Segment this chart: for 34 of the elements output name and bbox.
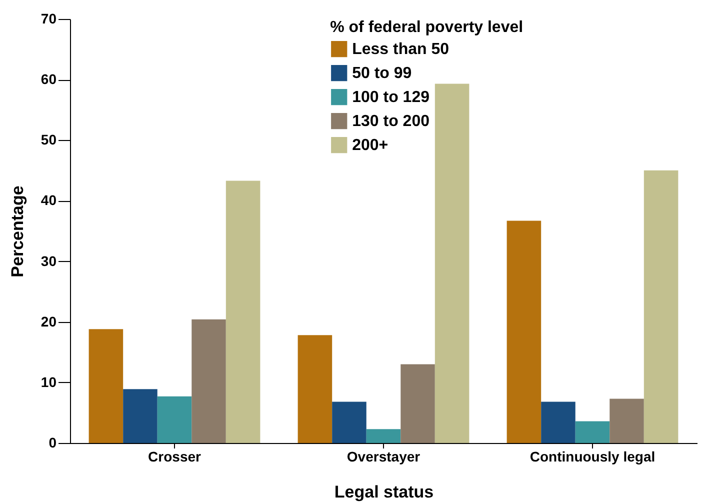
bar: [192, 319, 226, 443]
x-tick-label: Crosser: [148, 448, 202, 464]
bar: [434, 84, 470, 443]
bar: [332, 402, 366, 443]
bar: [644, 170, 678, 443]
bar: [157, 396, 192, 443]
bar: [88, 329, 124, 443]
legend-title: % of federal poverty level: [330, 19, 524, 36]
bar: [298, 335, 332, 443]
bar: [541, 402, 576, 443]
bar: [366, 429, 401, 443]
y-tick-label: 50: [40, 132, 57, 148]
bar: [506, 220, 542, 443]
bar: [610, 398, 644, 443]
legend-label: 200+: [352, 137, 388, 154]
y-tick-label: 0: [48, 434, 57, 450]
y-tick-label: 20: [40, 313, 57, 330]
x-axis-title: Legal status: [334, 482, 434, 502]
y-axis-title: Percentage: [8, 186, 27, 278]
legend-label: 130 to 200: [352, 113, 430, 130]
y-tick-label: 40: [40, 192, 57, 208]
x-tick-label: Continuously legal: [530, 448, 656, 464]
y-tick-label: 10: [40, 374, 57, 390]
legend-label: 50 to 99: [352, 65, 412, 82]
bar: [226, 180, 260, 443]
y-tick-label: 60: [40, 71, 57, 88]
bar: [400, 364, 435, 443]
y-tick-label: 30: [40, 252, 57, 269]
legend-label: 100 to 129: [352, 89, 430, 106]
legend-label: Less than 50: [352, 41, 450, 58]
bar: [123, 389, 158, 443]
bar: [575, 421, 610, 443]
x-tick-label: Overstayer: [346, 448, 421, 464]
y-tick-label: 70: [40, 10, 57, 26]
